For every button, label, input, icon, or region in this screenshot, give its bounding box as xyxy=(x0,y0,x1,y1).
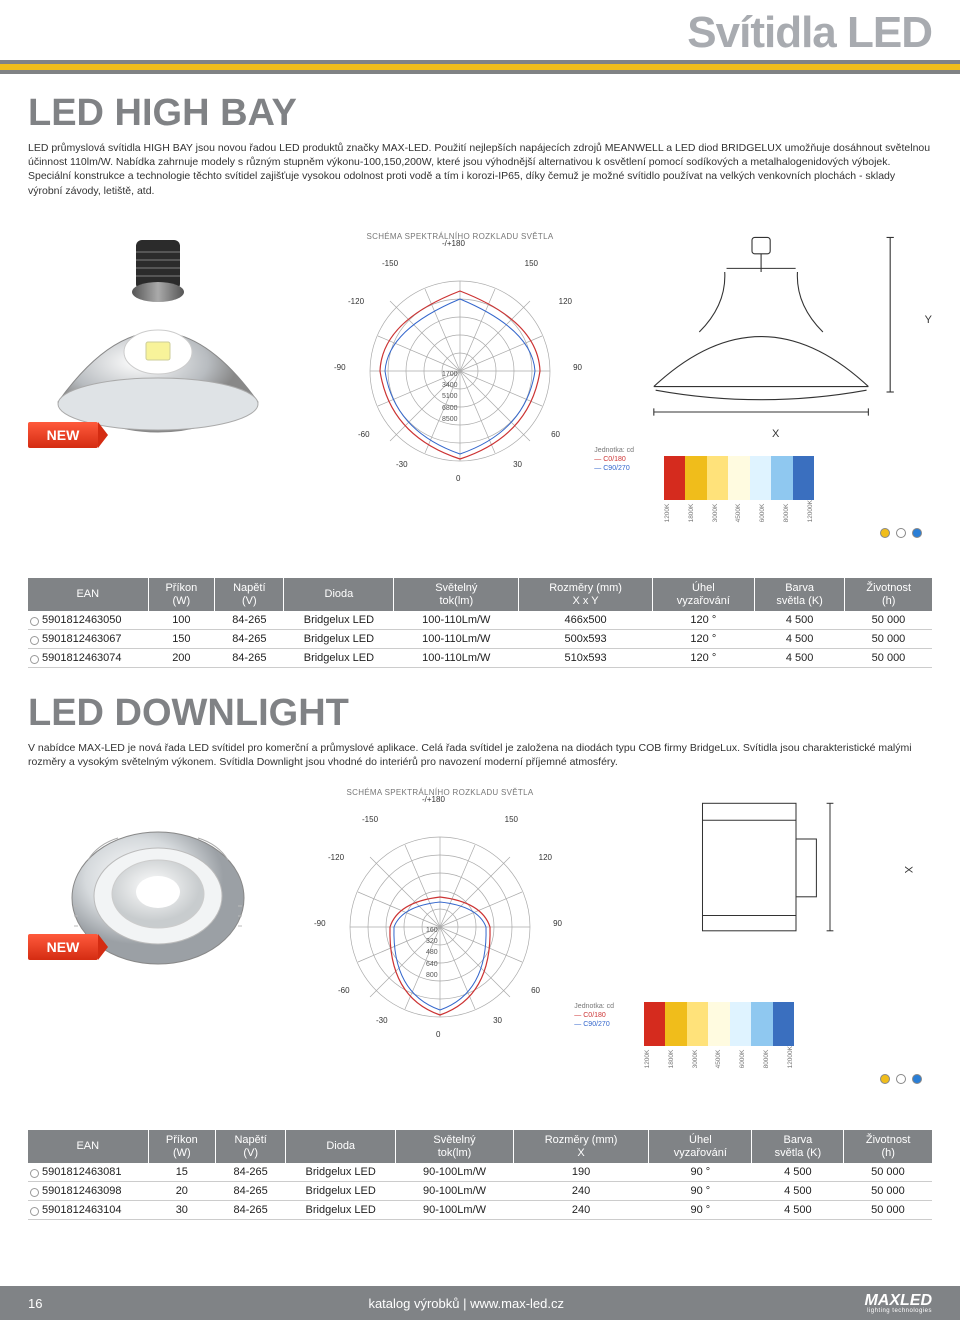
color-temperature-strip xyxy=(644,1002,794,1046)
highbay-dimension-diagram xyxy=(612,232,932,432)
color-temperature-strip xyxy=(664,456,814,500)
table-row: 59018124630982084-265Bridgelux LED90-100… xyxy=(28,1182,932,1201)
page-number: 16 xyxy=(28,1296,68,1311)
polar-diagram xyxy=(330,241,590,481)
footer-text: katalog výrobků | www.max-led.cz xyxy=(68,1296,864,1311)
highbay-desc: LED průmyslová svítidla HIGH BAY jsou no… xyxy=(0,141,960,198)
new-badge: NEW xyxy=(28,934,98,960)
table-row: 59018124630811584-265Bridgelux LED90-100… xyxy=(28,1163,932,1182)
table-row: 59018124631043084-265Bridgelux LED90-100… xyxy=(28,1201,932,1220)
downlight-table: EAN Příkon(W) Napětí(V) Dioda Světelnýto… xyxy=(28,1130,932,1220)
polar-diagram xyxy=(310,797,570,1037)
highbay-product-image xyxy=(28,232,288,452)
new-badge: NEW xyxy=(28,422,98,448)
footer: 16 katalog výrobků | www.max-led.cz MAXL… xyxy=(0,1286,960,1320)
downlight-desc: V nabídce MAX-LED je nová řada LED svíti… xyxy=(0,741,960,769)
table-row: 590181246305010084-265Bridgelux LED100-1… xyxy=(28,611,932,630)
downlight-title: LED DOWNLIGHT xyxy=(0,692,960,735)
page-title: Svítidla LED xyxy=(687,8,932,58)
downlight-dimension-diagram xyxy=(592,788,932,958)
table-row: 590181246306715084-265Bridgelux LED100-1… xyxy=(28,630,932,649)
highbay-title: LED HIGH BAY xyxy=(0,92,960,135)
table-row: 590181246307420084-265Bridgelux LED100-1… xyxy=(28,649,932,668)
highbay-table: EAN Příkon(W) Napětí(V) Dioda Světelnýto… xyxy=(28,578,932,668)
footer-logo: MAXLED xyxy=(864,1292,932,1309)
